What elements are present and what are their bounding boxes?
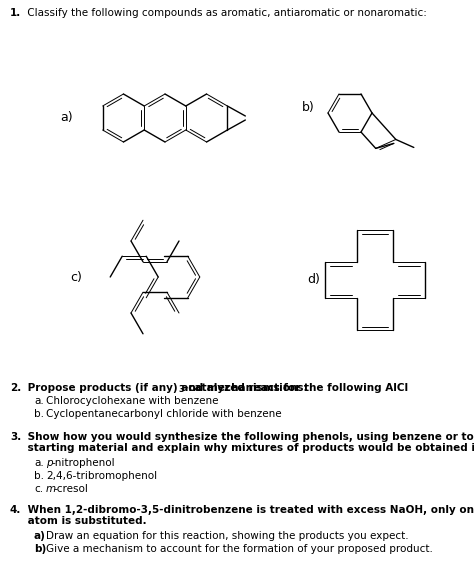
- Text: m: m: [46, 484, 56, 494]
- Text: b): b): [302, 101, 315, 115]
- Text: 3.: 3.: [10, 432, 21, 442]
- Text: -cresol: -cresol: [54, 484, 89, 494]
- Text: p: p: [46, 458, 53, 468]
- Text: -catalyzed reactions:: -catalyzed reactions:: [184, 383, 307, 393]
- Text: 4.: 4.: [10, 505, 21, 515]
- Text: Draw an equation for this reaction, showing the products you expect.: Draw an equation for this reaction, show…: [46, 531, 409, 541]
- Text: Chlorocyclohexane with benzene: Chlorocyclohexane with benzene: [46, 396, 219, 406]
- Text: b.: b.: [34, 409, 44, 419]
- Text: Propose products (if any) and mechanisms for the following AlCl: Propose products (if any) and mechanisms…: [24, 383, 408, 393]
- Text: -nitrophenol: -nitrophenol: [52, 458, 116, 468]
- Text: a.: a.: [34, 458, 44, 468]
- Text: b.: b.: [34, 471, 44, 481]
- Text: 3: 3: [179, 384, 184, 394]
- Text: d): d): [307, 273, 320, 287]
- Text: Show how you would synthesize the following phenols, using benzene or toluene as: Show how you would synthesize the follow…: [24, 432, 474, 442]
- Text: a): a): [60, 112, 73, 124]
- Text: Cyclopentanecarbonyl chloride with benzene: Cyclopentanecarbonyl chloride with benze…: [46, 409, 282, 419]
- Text: 2,4,6-tribromophenol: 2,4,6-tribromophenol: [46, 471, 157, 481]
- Text: c.: c.: [34, 484, 43, 494]
- Text: When 1,2-dibromo-3,5-dinitrobenzene is treated with excess NaOH, only one bromin: When 1,2-dibromo-3,5-dinitrobenzene is t…: [24, 505, 474, 515]
- Text: 1.: 1.: [10, 8, 21, 18]
- Text: a): a): [34, 531, 46, 541]
- Text: Classify the following compounds as aromatic, antiaromatic or nonaromatic:: Classify the following compounds as arom…: [24, 8, 427, 18]
- Text: a.: a.: [34, 396, 44, 406]
- Text: c): c): [70, 270, 82, 284]
- Text: b): b): [34, 544, 46, 554]
- Text: Give a mechanism to account for the formation of your proposed product.: Give a mechanism to account for the form…: [46, 544, 433, 554]
- Text: atom is substituted.: atom is substituted.: [24, 516, 146, 526]
- Text: 2.: 2.: [10, 383, 21, 393]
- Text: starting material and explain why mixtures of products would be obtained in some: starting material and explain why mixtur…: [24, 443, 474, 453]
